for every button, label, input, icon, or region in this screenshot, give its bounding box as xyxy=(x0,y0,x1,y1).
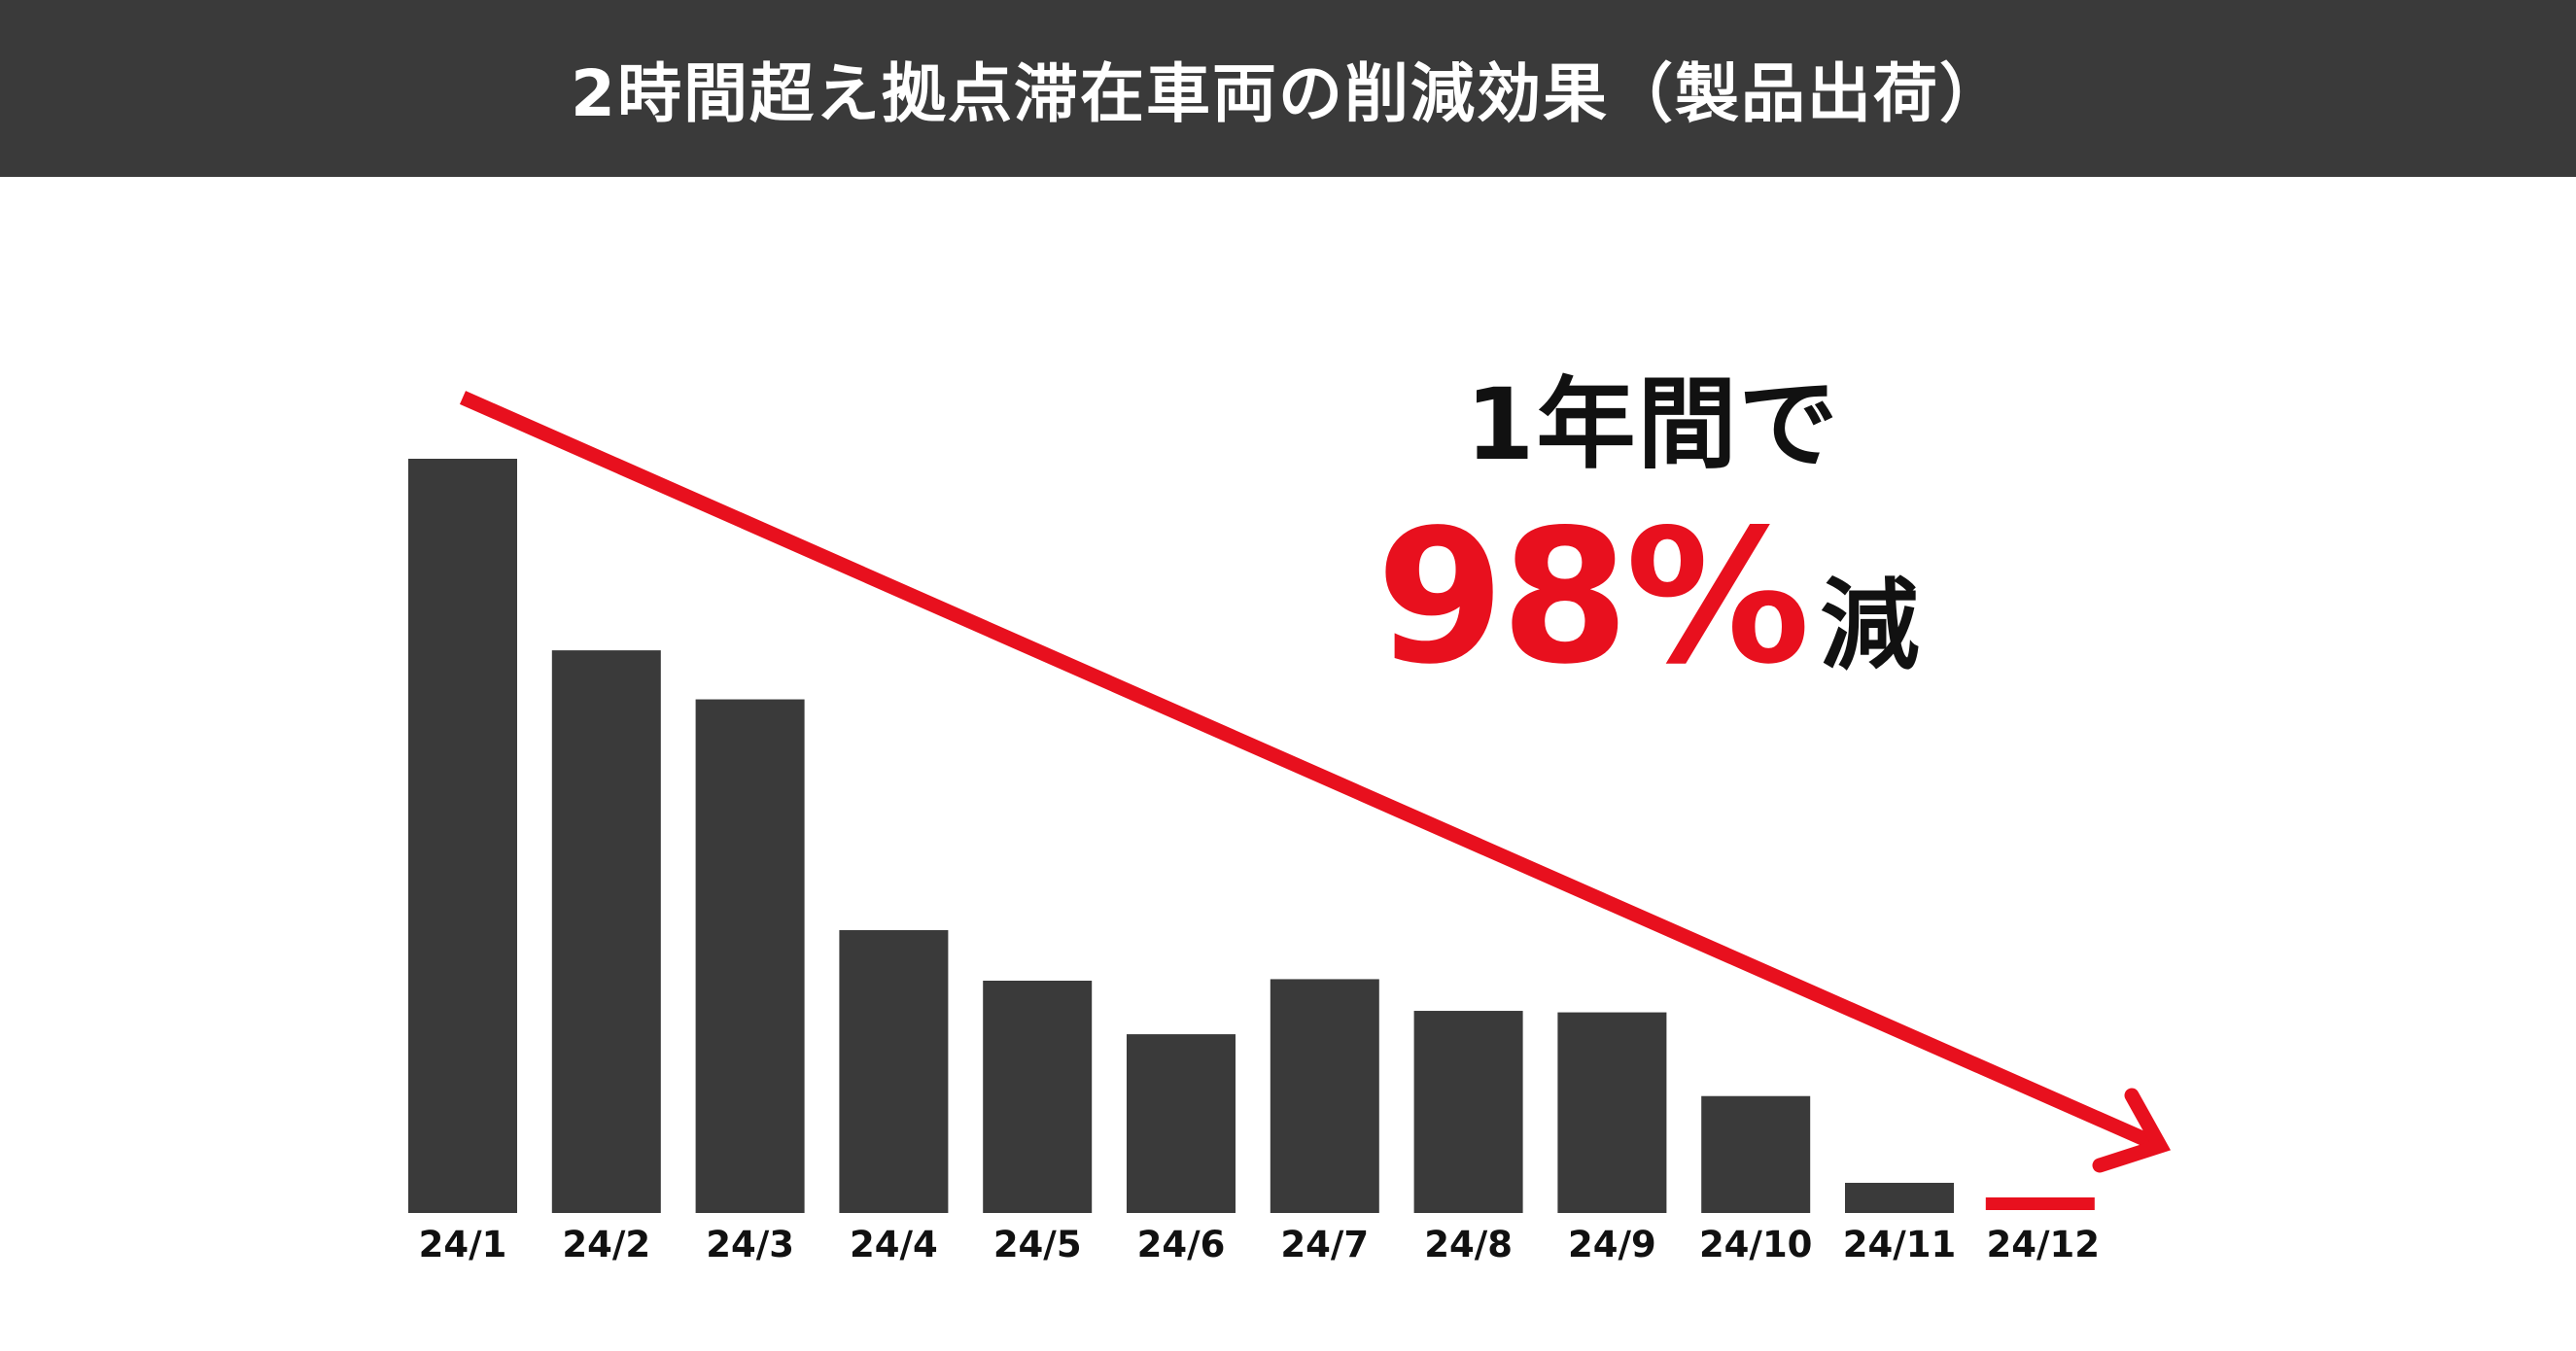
tick-label-24-5: 24/5 xyxy=(993,1224,1082,1265)
bar-24-1 xyxy=(408,459,517,1213)
bar-24-4 xyxy=(839,930,949,1213)
bar-24-10 xyxy=(1701,1095,1811,1213)
bar-24-6 xyxy=(1127,1034,1236,1213)
bar-24-9 xyxy=(1557,1012,1667,1213)
bar-24-3 xyxy=(695,699,805,1213)
trend-arrow-shaft xyxy=(459,391,2164,1153)
tick-label-24-9: 24/9 xyxy=(1568,1224,1656,1265)
callout-suffix: 減 xyxy=(1820,569,1920,684)
tick-label-24-8: 24/8 xyxy=(1424,1224,1513,1265)
tick-label-24-3: 24/3 xyxy=(706,1224,794,1265)
tick-label-24-11: 24/11 xyxy=(1843,1224,1957,1265)
tick-label-24-1: 24/1 xyxy=(419,1224,507,1265)
trend-arrow-head xyxy=(2092,1088,2172,1173)
page-title: 2時間超え拠点滞在車両の削減効果（製品出荷） xyxy=(571,56,2005,131)
tick-label-24-4: 24/4 xyxy=(850,1224,938,1265)
tick-label-24-12: 24/12 xyxy=(1987,1224,2101,1265)
title-bar: 2時間超え拠点滞在車両の削減効果（製品出荷） xyxy=(0,0,2576,177)
bar-24-2 xyxy=(551,650,661,1213)
tick-label-24-2: 24/2 xyxy=(562,1224,650,1265)
bar-24-12 xyxy=(1985,1197,2095,1210)
callout-percentage: 98% xyxy=(1375,490,1811,705)
tick-label-24-10: 24/10 xyxy=(1699,1224,1813,1265)
bars-layer xyxy=(408,459,2095,1213)
callout-reduction: 98% 減 xyxy=(1346,486,1949,690)
bar-24-5 xyxy=(983,980,1093,1213)
tick-labels-layer: 24/1 24/2 24/3 24/4 24/5 24/6 24/7 24/8 24/9 24/1… xyxy=(419,1224,2100,1265)
bar-24-11 xyxy=(1845,1182,1954,1213)
tick-label-24-6: 24/6 xyxy=(1137,1224,1226,1265)
bar-24-8 xyxy=(1413,1011,1523,1213)
trend-arrow xyxy=(459,391,2172,1173)
tick-label-24-7: 24/7 xyxy=(1280,1224,1369,1265)
callout-period-label: 1年間で xyxy=(1465,367,1840,483)
bar-24-7 xyxy=(1270,979,1379,1213)
